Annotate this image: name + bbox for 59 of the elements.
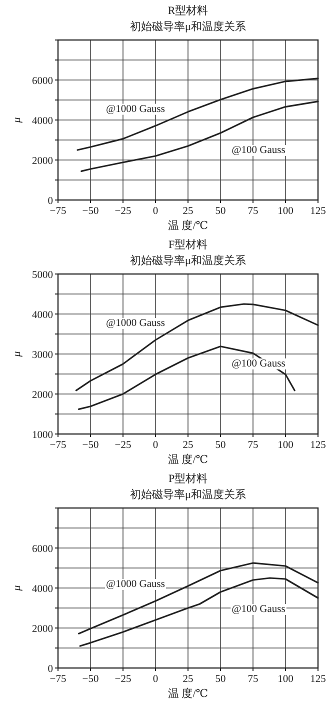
x-tick-label: 50 — [215, 674, 226, 685]
y-axis-title: μ — [11, 584, 23, 592]
x-axis-title: 温 度/℃ — [168, 687, 208, 700]
x-tick-label: 125 — [310, 440, 326, 451]
x-tick-label: 100 — [278, 440, 294, 451]
x-tick-label: 125 — [310, 674, 326, 685]
y-axis-title: μ — [11, 116, 23, 124]
series-label: @1000 Gauss — [106, 579, 165, 590]
x-tick-label: −75 — [50, 440, 66, 451]
y-tick-label: 4000 — [32, 116, 53, 127]
x-tick-label: 75 — [248, 674, 258, 685]
series-label: @1000 Gauss — [106, 318, 165, 329]
x-tick-label: −75 — [50, 206, 66, 217]
chart-subtitle: 初始磁导率μ和温度关系 — [130, 20, 246, 33]
x-tick-label: 25 — [182, 440, 194, 451]
y-tick-label: 0 — [48, 196, 53, 207]
x-tick-label: 25 — [182, 206, 194, 217]
x-tick-label: 125 — [310, 206, 326, 217]
y-tick-label: 0 — [48, 664, 53, 675]
y-tick-label: 6000 — [32, 76, 53, 87]
y-tick-label: 5000 — [32, 270, 53, 281]
y-tick-label: 6000 — [32, 544, 53, 555]
y-tick-label: 2000 — [32, 624, 53, 635]
x-tick-label: −50 — [82, 440, 99, 451]
y-tick-label: 1000 — [32, 430, 53, 441]
x-tick-label: −50 — [82, 206, 99, 217]
x-axis-title: 温 度/℃ — [168, 219, 208, 232]
series-label: @100 Gauss — [232, 604, 286, 615]
x-tick-label: 100 — [278, 674, 294, 685]
y-tick-label: 4000 — [32, 310, 53, 321]
x-tick-label: 100 — [278, 206, 294, 217]
x-axis-title: 温 度/℃ — [168, 453, 208, 466]
x-tick-label: 50 — [215, 440, 226, 451]
chart-title: F型材料 — [168, 238, 208, 251]
y-tick-label: 2000 — [32, 390, 53, 401]
series-label: @100 Gauss — [232, 358, 286, 370]
chart-subtitle: 初始磁导率μ和温度关系 — [130, 488, 246, 501]
chart-title: R型材料 — [168, 4, 208, 17]
series-label: @100 Gauss — [232, 145, 286, 156]
chart-title: P型材料 — [168, 472, 208, 485]
y-tick-label: 3000 — [32, 350, 53, 361]
x-tick-label: −25 — [114, 674, 132, 685]
x-tick-label: 25 — [182, 674, 194, 685]
chart-subtitle: 初始磁导率μ和温度关系 — [130, 254, 246, 267]
x-tick-label: −25 — [114, 206, 132, 217]
x-tick-label: −25 — [114, 440, 132, 451]
x-tick-label: −50 — [82, 674, 99, 685]
x-tick-label: 0 — [152, 206, 158, 217]
line-series — [78, 346, 296, 410]
x-tick-label: 75 — [248, 440, 258, 451]
x-tick-label: 0 — [152, 440, 158, 451]
x-tick-label: 0 — [152, 674, 158, 685]
series-label: @1000 Gauss — [106, 104, 165, 115]
x-tick-label: 50 — [215, 206, 226, 217]
y-tick-label: 2000 — [32, 156, 53, 167]
x-tick-label: −75 — [50, 674, 66, 685]
x-tick-label: 75 — [248, 206, 258, 217]
y-tick-label: 4000 — [32, 584, 53, 595]
y-axis-title: μ — [11, 350, 23, 358]
